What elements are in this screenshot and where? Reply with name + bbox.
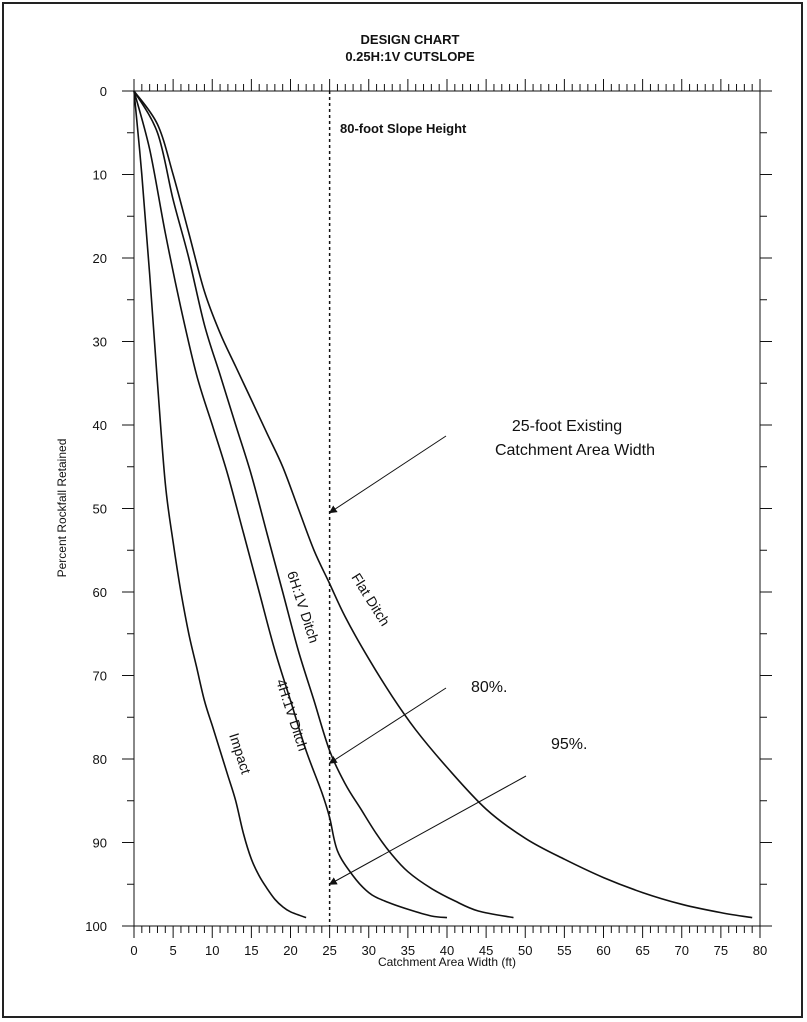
existing-width-arrow (328, 435, 447, 514)
impact-curve-label: Impact (226, 731, 254, 776)
plot-border (133, 90, 761, 927)
x-tick-label: 45 (479, 943, 493, 958)
flat-ditch-curve-label: Flat Ditch (348, 570, 393, 629)
x-tick-label: 5 (170, 943, 177, 958)
y-tick-label: 100 (85, 919, 107, 934)
x-tick-label: 35 (401, 943, 415, 958)
slope-height-label: 80-foot Slope Height (340, 121, 467, 136)
x-tick-label: 0 (130, 943, 137, 958)
series-line-impact (133, 90, 307, 919)
x-tick-label: 10 (205, 943, 219, 958)
x-tick-label: 70 (675, 943, 689, 958)
axis-ticks (122, 79, 772, 938)
series-line-6h-1v-ditch (133, 90, 514, 919)
existing-width-label-line1: 25-foot Existing (512, 418, 622, 435)
series-line-flat-ditch (133, 90, 753, 919)
y-tick-label: 90 (93, 836, 107, 851)
chart-subtitle: 0.25H:1V CUTSLOPE (345, 49, 475, 64)
p80-arrow (328, 687, 447, 764)
y-tick-label: 40 (93, 418, 107, 433)
x-tick-label: 60 (596, 943, 610, 958)
x-tick-label: 25 (322, 943, 336, 958)
y-tick-label: 80 (93, 752, 107, 767)
y-tick-label: 60 (93, 585, 107, 600)
x-axis-label: Catchment Area Width (ft) (378, 955, 516, 969)
x-tick-label: 75 (714, 943, 728, 958)
y-tick-label: 0 (100, 84, 107, 99)
p80-label: 80%. (471, 679, 507, 696)
p95-label: 95%. (551, 736, 587, 753)
y-tick-label: 30 (93, 335, 107, 350)
chart-title: DESIGN CHART (361, 32, 460, 47)
x-tick-label: 40 (440, 943, 454, 958)
x-tick-label: 65 (635, 943, 649, 958)
y-tick-label: 10 (93, 168, 107, 183)
x-tick-label: 50 (518, 943, 532, 958)
x-tick-label: 30 (362, 943, 376, 958)
annotations: 25-foot Existing Catchment Area Width 80… (328, 418, 655, 885)
y-tick-label: 70 (93, 669, 107, 684)
x-tick-label: 20 (283, 943, 297, 958)
series-line-4h-1v-ditch (133, 90, 448, 919)
y-tick-label: 50 (93, 502, 107, 517)
6h1v-ditch-curve-label: 6H:1V Ditch (284, 569, 322, 645)
y-tick-label: 20 (93, 251, 107, 266)
4h1v-ditch-curve-label: 4H:1V Ditch (273, 677, 311, 753)
y-axis-label: Percent Rockfall Retained (55, 439, 69, 578)
x-tick-label: 55 (557, 943, 571, 958)
axis-tick-labels: 0 5 10 15 20 25 30 35 40 45 50 55 60 65 70 75 80 0 10 20 30 4… (85, 84, 767, 958)
existing-width-label-line2: Catchment Area Width (495, 442, 655, 459)
series-curves (133, 90, 753, 919)
x-tick-label: 80 (753, 943, 767, 958)
x-tick-label: 15 (244, 943, 258, 958)
p95-arrow (328, 775, 527, 885)
